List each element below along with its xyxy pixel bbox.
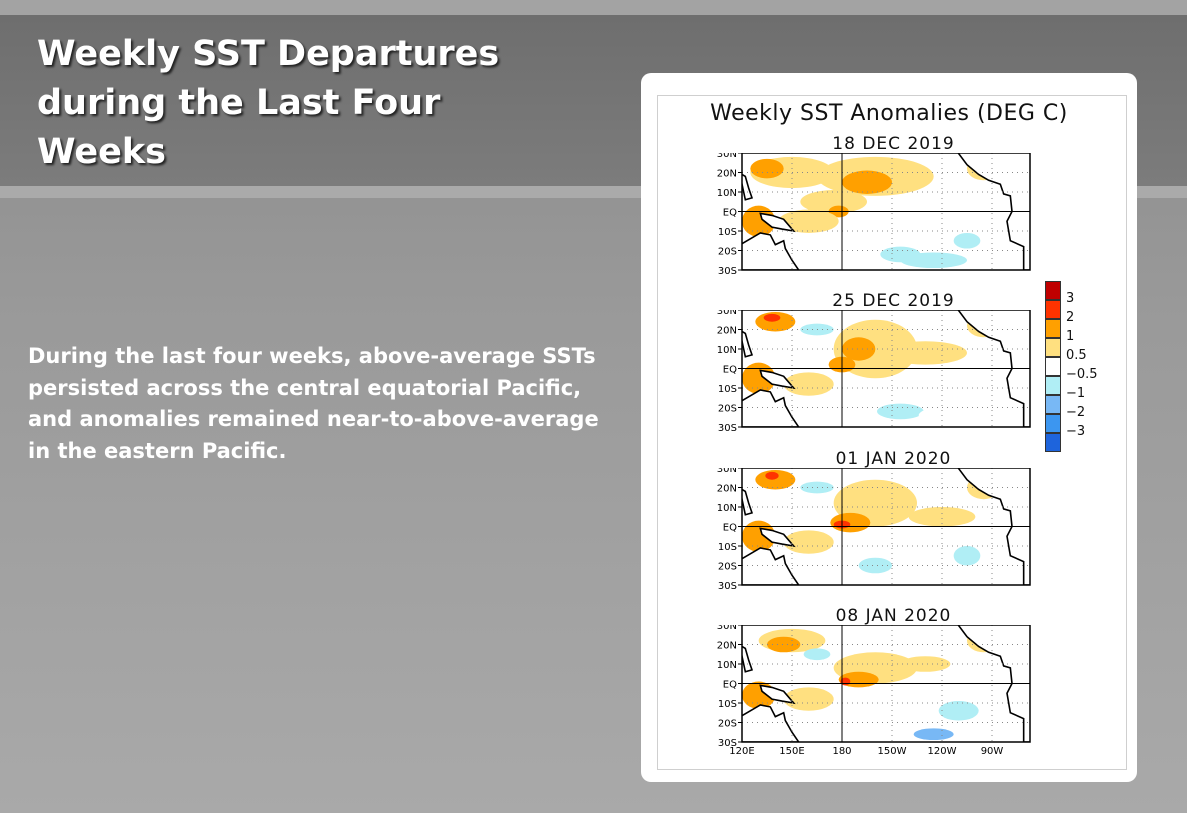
- lat-label: 20S: [718, 719, 737, 730]
- lat-label: 30N: [717, 625, 737, 632]
- philippines-coast: [742, 330, 754, 358]
- legend-label: −2: [1066, 405, 1086, 420]
- anomaly-region: [842, 170, 892, 194]
- anomaly-region: [783, 530, 834, 554]
- lat-label: 10N: [717, 188, 737, 199]
- lat-label: 20S: [718, 247, 737, 258]
- anomaly-region: [742, 520, 776, 552]
- anomaly-region: [750, 158, 784, 179]
- lon-label: 90W: [981, 746, 1004, 757]
- australia-coast: [742, 389, 800, 427]
- legend-label: 3: [1066, 291, 1075, 306]
- philippines-coast: [742, 645, 754, 673]
- panel-date: 01 JAN 2020: [835, 449, 952, 469]
- anomaly-region: [763, 313, 781, 322]
- lat-label: EQ: [723, 208, 737, 219]
- legend-label: 2: [1066, 310, 1075, 325]
- australia-coast: [742, 704, 800, 742]
- lat-label: EQ: [723, 680, 737, 691]
- new-guinea-coast: [759, 684, 796, 705]
- legend-swatch: [1045, 357, 1061, 376]
- philippines-coast: [742, 173, 754, 201]
- lat-label: 30S: [718, 581, 737, 592]
- anomaly-region: [900, 252, 967, 269]
- legend-swatch: [1045, 338, 1061, 357]
- lat-label: 10N: [717, 345, 737, 356]
- anomaly-region: [883, 341, 967, 365]
- anomaly-region: [938, 701, 979, 721]
- panel-date: 18 DEC 2019: [832, 134, 955, 154]
- legend-swatch: [1045, 281, 1061, 300]
- lat-label: 20N: [717, 484, 737, 495]
- legend-swatch: [1045, 300, 1061, 319]
- legend-swatch: [1045, 433, 1061, 452]
- anomaly-region: [783, 687, 834, 711]
- lon-label: 150E: [779, 746, 804, 757]
- lat-label: 30S: [718, 423, 737, 434]
- lat-label: 20N: [717, 641, 737, 652]
- panel-date: 25 DEC 2019: [832, 291, 955, 311]
- lat-label: 10N: [717, 660, 737, 671]
- legend-swatch: [1045, 319, 1061, 338]
- anomaly-region: [755, 469, 796, 490]
- lat-label: 10S: [718, 227, 737, 238]
- legend-label: 1: [1066, 329, 1075, 344]
- lat-label: 30N: [717, 468, 737, 475]
- anomaly-region: [913, 728, 954, 741]
- lon-label: 120E: [729, 746, 754, 757]
- anomaly-region: [765, 471, 779, 480]
- legend-label: 0.5: [1066, 348, 1087, 363]
- legend-swatch: [1045, 414, 1061, 433]
- anomaly-region: [858, 557, 892, 574]
- top-stripe: [0, 0, 1187, 15]
- lat-label: 30N: [717, 153, 737, 160]
- lat-label: 10S: [718, 699, 737, 710]
- anomaly-region: [803, 648, 831, 661]
- lat-label: EQ: [723, 523, 737, 534]
- legend-label: −3: [1066, 424, 1086, 439]
- lat-label: 10S: [718, 384, 737, 395]
- figure-frame: [657, 95, 1127, 770]
- lat-label: 30S: [718, 738, 737, 749]
- new-guinea-coast: [759, 527, 796, 548]
- lat-label: 20S: [718, 404, 737, 415]
- lon-label: 150W: [878, 746, 907, 757]
- anomaly-region: [953, 546, 981, 566]
- anomaly-region: [953, 232, 981, 249]
- legend-swatch: [1045, 395, 1061, 414]
- lon-label: 120W: [928, 746, 957, 757]
- anomaly-region: [800, 190, 867, 214]
- anomaly-region: [908, 507, 976, 527]
- australia-coast: [742, 232, 800, 270]
- slide-title: Weekly SST Departures during the Last Fo…: [37, 34, 500, 172]
- panel-date: 08 JAN 2020: [835, 606, 952, 626]
- lat-label: 30N: [717, 310, 737, 317]
- lat-label: 20N: [717, 326, 737, 337]
- new-guinea-coast: [759, 212, 796, 233]
- lon-label: 180: [832, 746, 851, 757]
- anomaly-region: [742, 205, 776, 237]
- legend-label: −1: [1066, 386, 1086, 401]
- lat-label: 10N: [717, 503, 737, 514]
- legend-label: −0.5: [1066, 367, 1098, 382]
- slide-body-text: During the last four weeks, above-averag…: [28, 344, 599, 463]
- lat-label: 10S: [718, 542, 737, 553]
- legend-swatch: [1045, 376, 1061, 395]
- anomaly-region: [842, 337, 876, 361]
- lat-label: 20N: [717, 169, 737, 180]
- australia-coast: [742, 547, 800, 585]
- lat-label: 30S: [718, 266, 737, 277]
- figure-card: Weekly SST Anomalies (DEG C) 18 DEC 2019…: [641, 73, 1137, 782]
- anomaly-region: [877, 403, 924, 420]
- anomaly-region: [742, 362, 776, 394]
- lat-label: 20S: [718, 562, 737, 573]
- anomaly-region: [783, 372, 834, 396]
- anomaly-region: [778, 209, 839, 233]
- anomaly-region: [900, 656, 951, 672]
- figure-title: Weekly SST Anomalies (DEG C): [710, 101, 1068, 126]
- new-guinea-coast: [759, 369, 796, 390]
- philippines-coast: [742, 488, 754, 516]
- lat-label: EQ: [723, 365, 737, 376]
